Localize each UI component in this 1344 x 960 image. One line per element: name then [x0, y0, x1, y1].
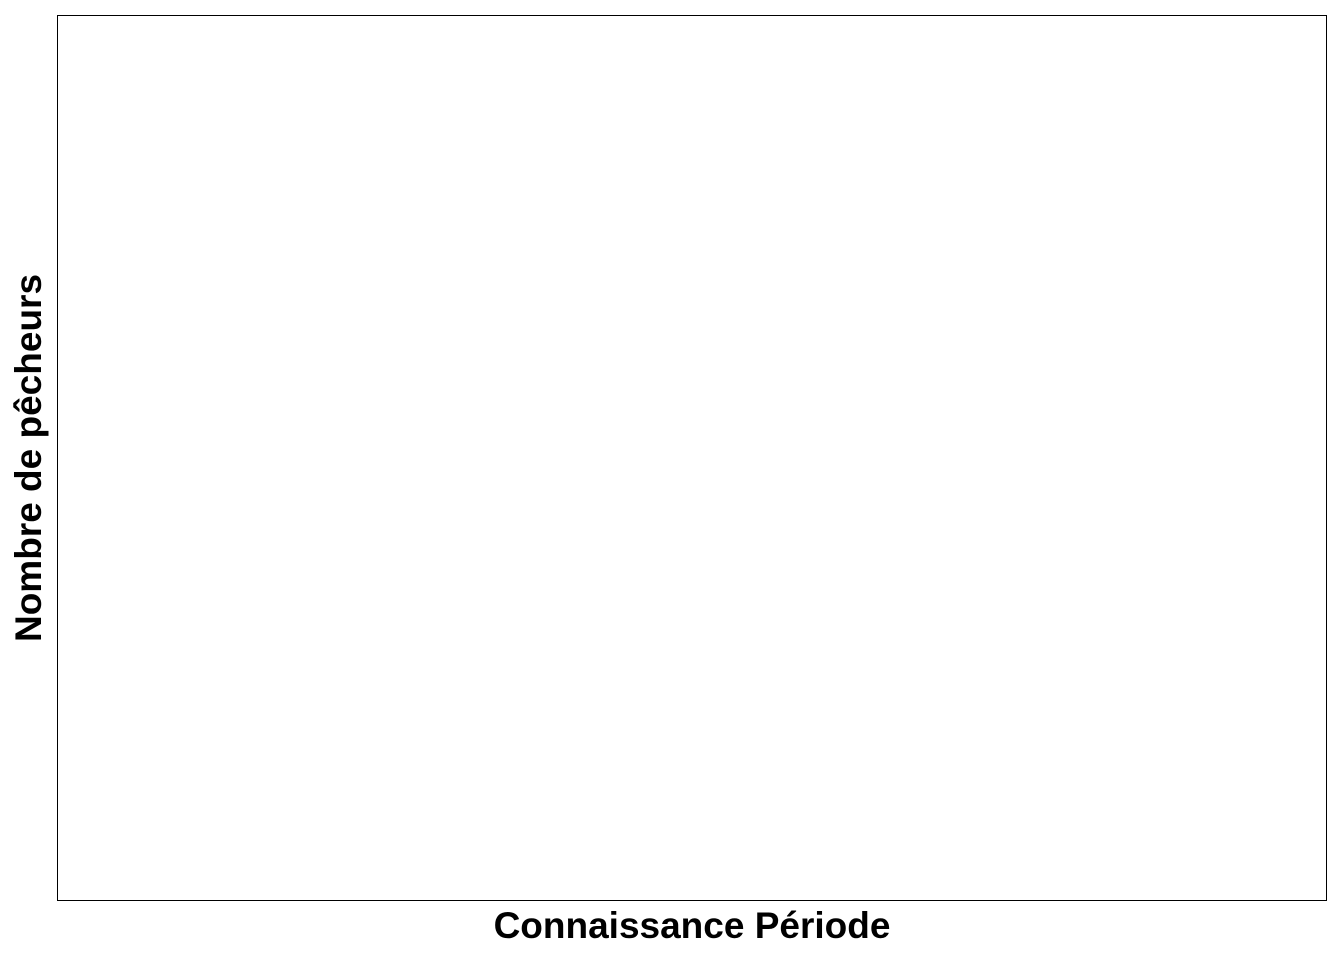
plot-area: [57, 15, 1327, 901]
y-axis-label: Nombre de pêcheurs: [8, 273, 49, 643]
x-axis-label: Connaissance Période: [493, 905, 891, 946]
